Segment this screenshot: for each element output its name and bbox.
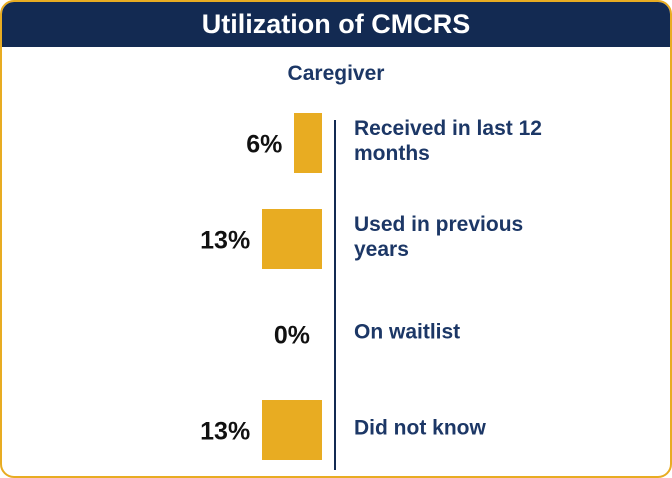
category-label: Did not know	[354, 416, 486, 440]
chart-title: Utilization of CMCRS	[2, 2, 670, 47]
category-label: Used in previous years	[354, 212, 524, 261]
category-label: On waitlist	[354, 320, 461, 344]
value-label: 13%	[200, 417, 251, 446]
axis-line	[334, 120, 336, 470]
value-label: 0%	[273, 321, 310, 350]
category-label: Received in last 12 months	[354, 117, 542, 165]
bar	[262, 400, 322, 461]
value-label: 6%	[246, 130, 283, 159]
bar	[262, 208, 322, 269]
chart-subtitle: Caregiver	[287, 62, 385, 85]
bar	[294, 113, 322, 173]
value-label: 13%	[200, 226, 251, 255]
